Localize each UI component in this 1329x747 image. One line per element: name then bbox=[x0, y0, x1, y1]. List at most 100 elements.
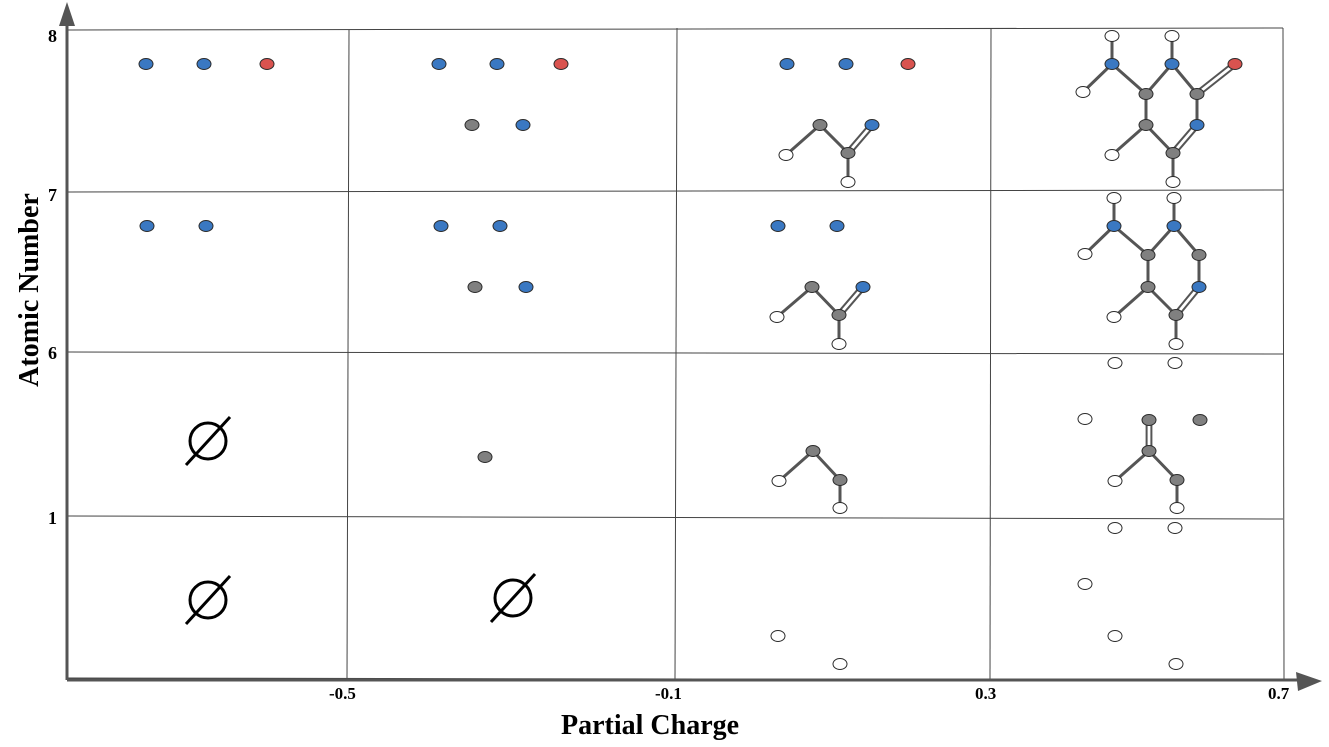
white-atom bbox=[1107, 475, 1123, 487]
blue-atom bbox=[864, 119, 880, 131]
bond bbox=[775, 285, 814, 319]
white-atom bbox=[840, 176, 856, 188]
bonds bbox=[775, 34, 1238, 510]
white-atom bbox=[1104, 149, 1120, 161]
y-tick-8: 8 bbox=[48, 26, 57, 46]
gray-atom bbox=[1191, 249, 1207, 261]
empty-set-symbols bbox=[184, 415, 537, 626]
empty-set-slash bbox=[184, 574, 232, 626]
grid bbox=[66, 27, 1285, 681]
white-atom bbox=[778, 149, 794, 161]
blue-atom bbox=[492, 220, 508, 232]
grid-row-line bbox=[66, 189, 1284, 193]
white-atom bbox=[1166, 192, 1182, 204]
blue-atom bbox=[489, 58, 505, 70]
gray-atom bbox=[464, 119, 480, 131]
gray-atom bbox=[1192, 414, 1208, 426]
bond bbox=[1147, 449, 1179, 482]
white-atom bbox=[1167, 357, 1183, 369]
gray-atom bbox=[467, 281, 483, 293]
blue-atom bbox=[138, 58, 154, 70]
white-atom bbox=[1106, 311, 1122, 323]
bond bbox=[1081, 62, 1114, 94]
gray-atom bbox=[1138, 119, 1154, 131]
red-atom bbox=[259, 58, 275, 70]
white-atom bbox=[1075, 86, 1091, 98]
double-bond bbox=[1197, 65, 1238, 97]
gray-atom bbox=[832, 474, 848, 486]
gray-atom bbox=[805, 445, 821, 457]
blue-atom bbox=[198, 220, 214, 232]
grid-row-line bbox=[66, 27, 1284, 31]
gray-atom bbox=[1138, 88, 1154, 100]
gray-atom bbox=[1189, 88, 1205, 100]
red-atom bbox=[1227, 58, 1243, 70]
white-atom bbox=[1106, 192, 1122, 204]
blue-atom bbox=[1104, 58, 1120, 70]
gray-atom bbox=[1140, 281, 1156, 293]
bond bbox=[811, 449, 842, 482]
white-atom bbox=[771, 475, 787, 487]
x-axis-arrow bbox=[1296, 672, 1322, 691]
gray-atom bbox=[831, 309, 847, 321]
blue-atom bbox=[779, 58, 795, 70]
gray-atom bbox=[1165, 147, 1181, 159]
grid-col-line bbox=[989, 27, 992, 681]
empty-set-symbol bbox=[188, 580, 228, 620]
blue-atom bbox=[1191, 281, 1207, 293]
white-atom bbox=[770, 630, 786, 642]
grid-col-line bbox=[346, 29, 350, 681]
x-tick-0-7: 0.7 bbox=[1268, 684, 1290, 703]
blue-atom bbox=[829, 220, 845, 232]
gray-atom bbox=[1140, 249, 1156, 261]
bond bbox=[1112, 285, 1150, 319]
x-axis-title: Partial Charge bbox=[561, 710, 740, 741]
grid-col-line bbox=[674, 27, 678, 681]
bond bbox=[1112, 224, 1150, 257]
empty-set-slash bbox=[184, 415, 232, 467]
blue-atom bbox=[770, 220, 786, 232]
gray-atom bbox=[1141, 445, 1157, 457]
double-bond bbox=[1194, 61, 1235, 93]
y-axis-arrow bbox=[59, 2, 75, 26]
white-atom bbox=[1167, 522, 1183, 534]
y-tick-6: 6 bbox=[48, 343, 57, 363]
grid-col-line bbox=[1282, 27, 1285, 681]
blue-atom bbox=[1164, 58, 1180, 70]
white-atom bbox=[1104, 30, 1120, 42]
white-atom bbox=[832, 658, 848, 670]
blue-atom bbox=[196, 58, 212, 70]
white-atom bbox=[1107, 522, 1123, 534]
white-atom bbox=[1107, 357, 1123, 369]
bond bbox=[1110, 123, 1148, 157]
y-tick-7: 7 bbox=[48, 185, 57, 205]
grid-row-line bbox=[66, 351, 1284, 355]
blue-atom bbox=[139, 220, 155, 232]
white-atom bbox=[832, 502, 848, 514]
white-atom bbox=[1107, 630, 1123, 642]
gray-atom bbox=[1168, 309, 1184, 321]
bond bbox=[1113, 449, 1151, 483]
bond bbox=[777, 449, 815, 483]
atoms bbox=[138, 30, 1243, 670]
x-tick-0-3: 0.3 bbox=[975, 684, 997, 703]
y-tick-1: 1 bbox=[48, 508, 57, 528]
axes bbox=[59, 2, 1322, 691]
gray-atom bbox=[840, 147, 856, 159]
white-atom bbox=[769, 311, 785, 323]
white-atom bbox=[1077, 578, 1093, 590]
gray-atom bbox=[1141, 414, 1157, 426]
white-atom bbox=[1168, 658, 1184, 670]
blue-atom bbox=[433, 220, 449, 232]
white-atom bbox=[831, 338, 847, 350]
gray-atom bbox=[1169, 474, 1185, 486]
red-atom bbox=[900, 58, 916, 70]
blue-atom bbox=[838, 58, 854, 70]
blue-atom bbox=[1166, 220, 1182, 232]
white-atom bbox=[1077, 248, 1093, 260]
white-atom bbox=[1168, 338, 1184, 350]
bond bbox=[1083, 224, 1116, 256]
red-atom bbox=[553, 58, 569, 70]
bond bbox=[1110, 62, 1148, 96]
